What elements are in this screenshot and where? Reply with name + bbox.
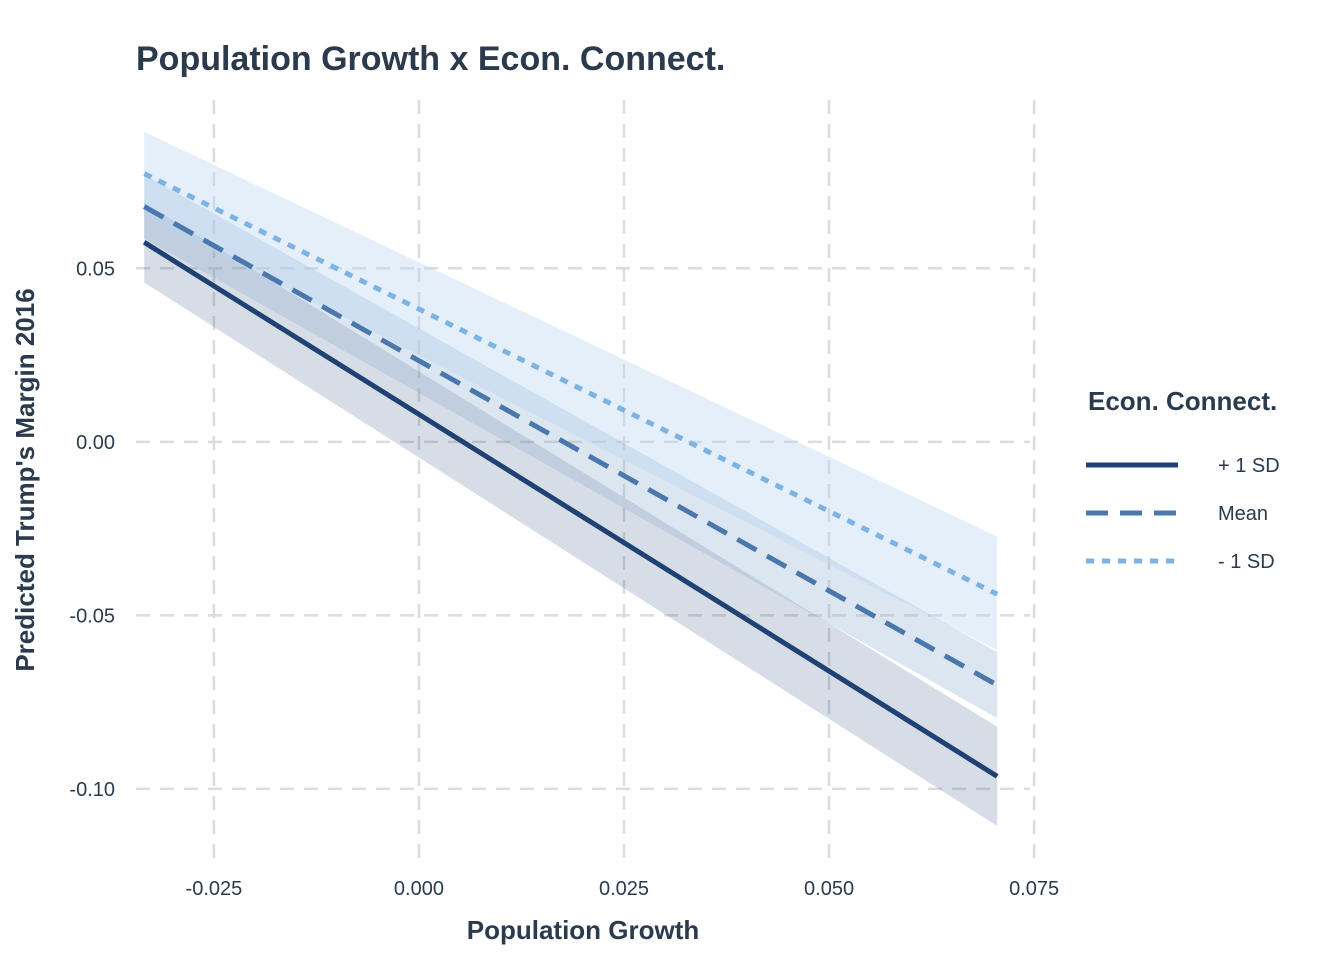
x-tick-label: 0.025 (599, 878, 649, 900)
legend: Econ. Connect. + 1 SD Mean - 1 SD (1086, 386, 1280, 573)
y-axis-ticks: -0.10 -0.05 0.00 0.05 (69, 258, 115, 801)
x-tick-label: -0.025 (186, 878, 243, 900)
confidence-bands (144, 131, 998, 826)
legend-label-1: + 1 SD (1218, 455, 1280, 477)
x-tick-label: 0.000 (394, 878, 444, 900)
confidence-band-3 (144, 131, 998, 651)
y-tick-label: 0.00 (76, 432, 115, 454)
x-tick-label: 0.075 (1009, 878, 1059, 900)
grid (136, 100, 1036, 860)
series-lines (142, 171, 999, 779)
chart-title: Population Growth x Econ. Connect. (136, 40, 725, 78)
legend-label-3: - 1 SD (1218, 551, 1275, 573)
legend-label-2: Mean (1218, 503, 1268, 525)
y-tick-label: -0.10 (69, 779, 115, 801)
y-tick-label: 0.05 (76, 258, 115, 280)
y-axis-title: Predicted Trump's Margin 2016 (10, 288, 40, 671)
series-line-2 (142, 204, 999, 688)
legend-title: Econ. Connect. (1088, 386, 1277, 416)
y-tick-label: -0.05 (69, 605, 115, 627)
series-line-1 (142, 240, 999, 779)
x-axis-ticks: -0.025 0.000 0.025 0.050 0.075 (186, 878, 1060, 900)
x-axis-title: Population Growth (467, 915, 700, 945)
legend-items: + 1 SD Mean - 1 SD (1086, 455, 1280, 573)
x-tick-label: 0.050 (804, 878, 854, 900)
confidence-band-1 (144, 202, 998, 826)
